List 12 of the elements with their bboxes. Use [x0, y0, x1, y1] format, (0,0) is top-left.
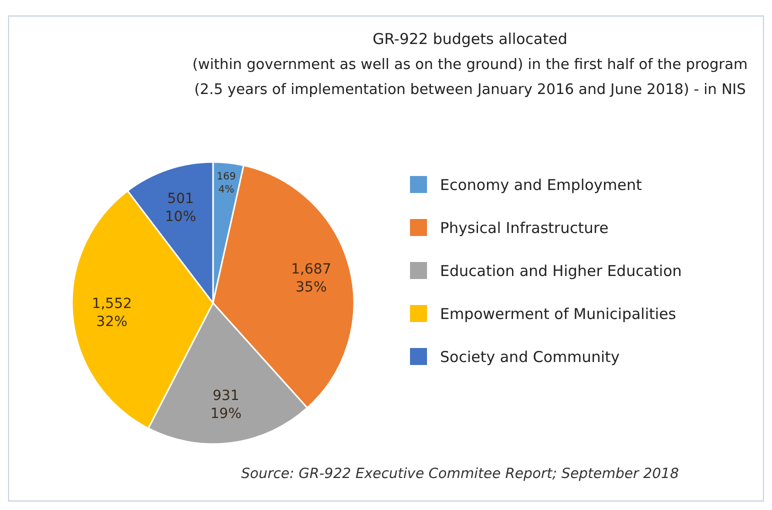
legend-label: Economy and Employment: [440, 176, 642, 194]
data-label: 169 4%: [216, 172, 236, 196]
data-label: 931 19%: [210, 388, 242, 422]
legend-label: Empowerment of Municipalities: [440, 305, 676, 323]
source-note: Source: GR-922 Executive Commitee Report; September 2018: [241, 466, 679, 482]
legend-label: Education and Higher Education: [440, 262, 682, 280]
legend-label: Physical Infrastructure: [440, 219, 608, 237]
data-label: 1,687 35%: [291, 261, 332, 296]
legend-label: Society and Community: [440, 348, 620, 366]
data-label: 1,552 32%: [92, 296, 132, 330]
data-label: 501 10%: [165, 190, 196, 226]
chart-title: GR-922 budgets allocated (within government as well as on the ground) in the first half of the program (2.5 years of implementation between January 2016 and June 2018) - in NIS: [192, 30, 748, 98]
